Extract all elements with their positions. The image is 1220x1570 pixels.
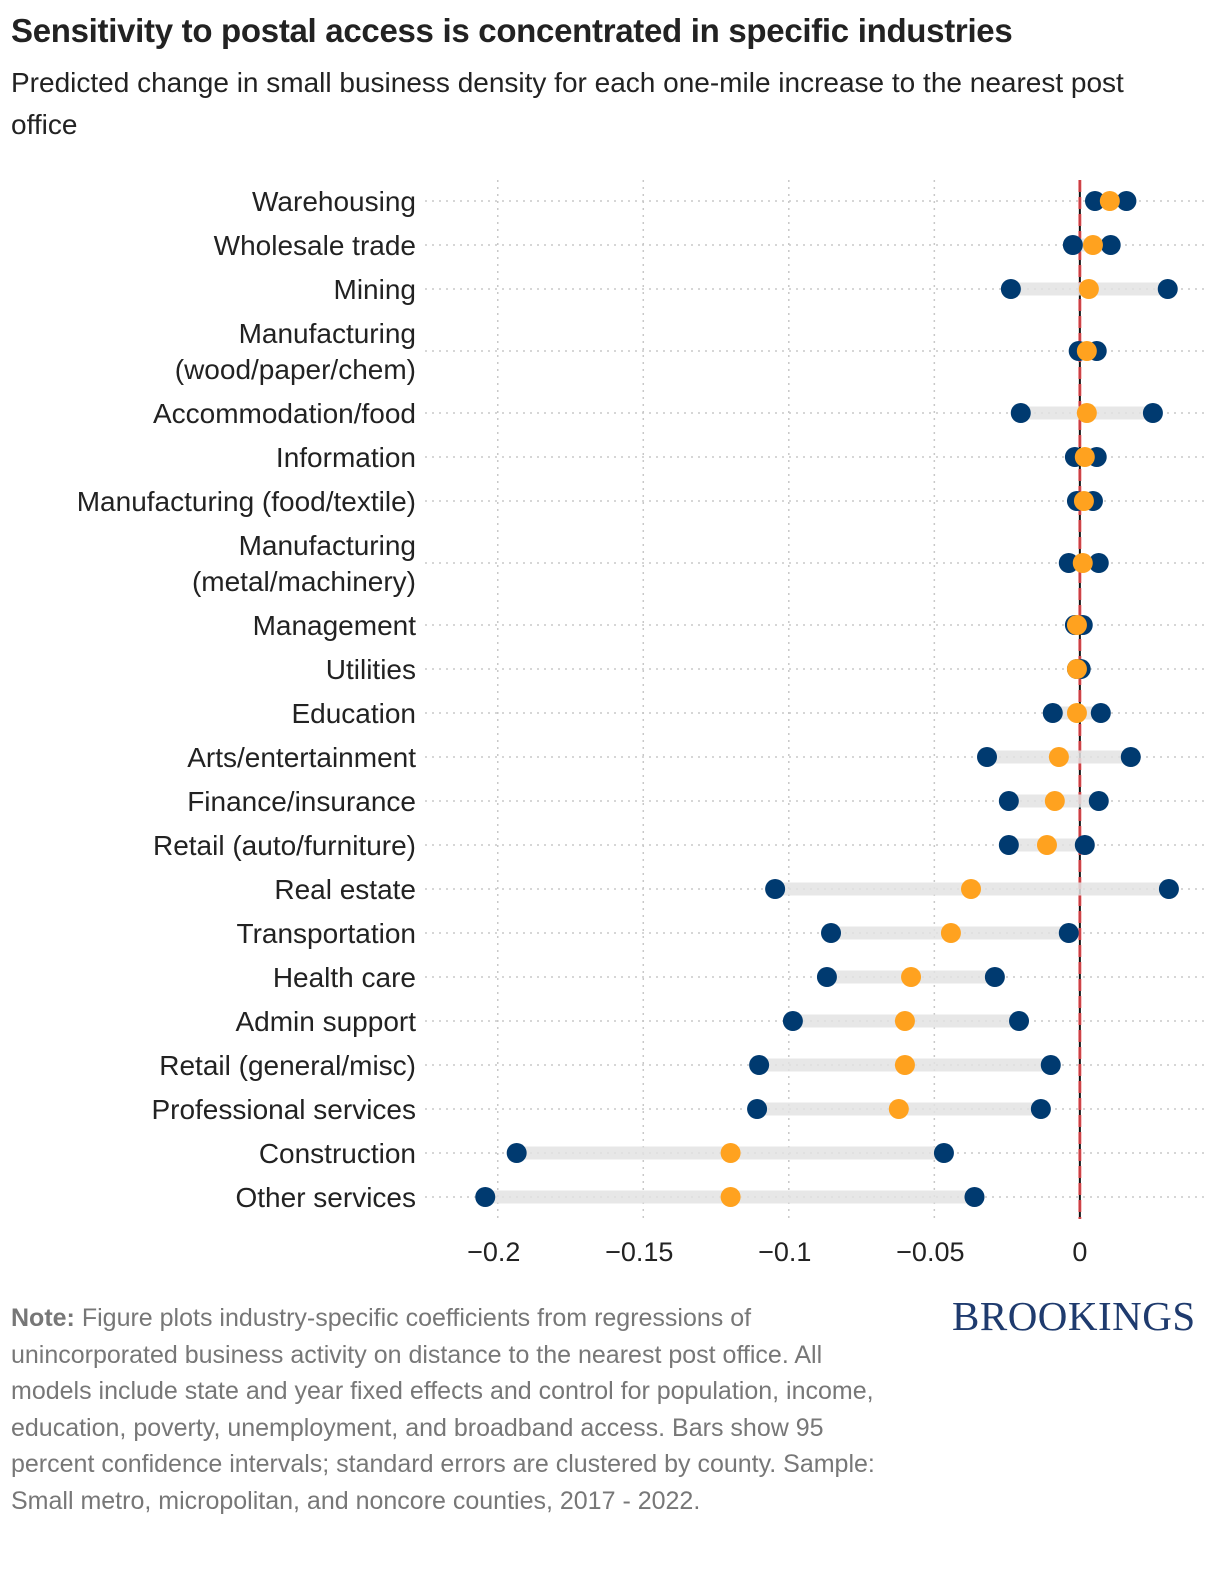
estimate-dot — [901, 967, 922, 987]
estimate-dot — [1076, 403, 1097, 423]
ci-low-dot — [1062, 235, 1083, 255]
ci-high-dot — [933, 1143, 954, 1163]
row-label: Utilities — [326, 654, 416, 685]
ci-low-dot — [782, 1011, 803, 1031]
row-label: Manufacturing — [239, 318, 416, 349]
row-label: Retail (general/misc) — [159, 1050, 416, 1081]
note: Note: Figure plots industry-specific coe… — [11, 1300, 891, 1519]
row-label: Construction — [259, 1138, 416, 1169]
note-text: Figure plots industry-specific coefficie… — [11, 1304, 875, 1515]
x-tick-label: −0.1 — [758, 1237, 811, 1267]
row-label: Finance/insurance — [187, 786, 416, 817]
row-label: Transportation — [237, 918, 417, 949]
ci-high-dot — [1116, 191, 1137, 211]
estimate-dot — [1036, 835, 1057, 855]
ci-high-dot — [1009, 1011, 1030, 1031]
ci-low-dot — [1084, 191, 1105, 211]
row-label: Management — [253, 610, 417, 641]
ci-high-dot — [1090, 703, 1111, 723]
ci-low-dot — [475, 1187, 496, 1207]
row-label: Admin support — [235, 1006, 416, 1037]
estimate-dot — [720, 1143, 741, 1163]
row-label: Manufacturing (food/textile) — [77, 486, 416, 517]
row-label: Real estate — [274, 874, 416, 905]
ci-low-dot — [816, 967, 837, 987]
ci-low-dot — [821, 923, 842, 943]
estimate-dot — [1078, 279, 1099, 299]
note-label: Note: — [11, 1304, 75, 1332]
ci-high-dot — [1040, 1055, 1061, 1075]
ci-high-dot — [1058, 923, 1079, 943]
row-label: (metal/machinery) — [192, 566, 416, 597]
estimate-dot — [1074, 447, 1095, 467]
estimate-dot — [1048, 747, 1069, 767]
chart-subtitle: Predicted change in small business densi… — [11, 67, 1124, 140]
estimate-dot — [1073, 491, 1094, 511]
ci-high-dot — [1142, 403, 1163, 423]
estimate-dot — [1099, 191, 1120, 211]
row-label: Arts/entertainment — [187, 742, 416, 773]
estimate-dot — [1076, 341, 1097, 361]
estimate-dot — [894, 1011, 915, 1031]
ci-low-dot — [1058, 553, 1079, 573]
estimate-dot — [894, 1055, 915, 1075]
estimate-dot — [961, 879, 981, 899]
x-tick-label: −0.05 — [896, 1237, 964, 1267]
row-label: Mining — [334, 274, 416, 305]
ci-high-dot — [1120, 747, 1141, 767]
dot-interval-chart: −0.2 −0.15 −0.1 −0.05 0 Warehousing Wholesale … — [77, 180, 1205, 1267]
estimate-dot — [888, 1099, 909, 1119]
estimate-dot — [1082, 235, 1103, 255]
estimate-dot — [1066, 703, 1087, 723]
ci-high-dot — [1100, 235, 1121, 255]
row-label: Manufacturing — [239, 530, 416, 561]
row-label: (wood/paper/chem) — [175, 354, 416, 385]
row-label: Education — [291, 698, 416, 729]
estimate-dot — [1066, 615, 1087, 635]
row-label: Accommodation/food — [153, 398, 416, 429]
row-label: Health care — [273, 962, 416, 993]
ci-low-dot — [998, 791, 1019, 811]
ci-high-dot — [1074, 835, 1095, 855]
x-tick-label: 0 — [1072, 1237, 1087, 1267]
row-label: Warehousing — [252, 186, 416, 217]
ci-high-dot — [1088, 791, 1109, 811]
row-label: Other services — [236, 1182, 417, 1213]
ci-low-dot — [747, 1099, 768, 1119]
estimate-dot — [1066, 659, 1087, 679]
estimate-dot — [1072, 553, 1093, 573]
estimate-dot — [940, 923, 961, 943]
x-tick-label: −0.15 — [605, 1237, 673, 1267]
ci-low-dot — [1042, 703, 1063, 723]
ci-high-dot — [984, 967, 1005, 987]
ci-low-dot — [506, 1143, 527, 1163]
ci-low-dot — [749, 1055, 770, 1075]
brookings-logo: BROOKINGS — [952, 1293, 1196, 1339]
ci-high-dot — [1088, 553, 1109, 573]
ci-low-dot — [998, 835, 1019, 855]
row-label: Information — [276, 442, 416, 473]
ci-high-dot — [964, 1187, 985, 1207]
row-label: Professional services — [151, 1094, 416, 1125]
ci-high-dot — [1157, 279, 1178, 299]
ci-high-dot — [1030, 1099, 1051, 1119]
estimate-dot — [1044, 791, 1065, 811]
x-tick-label: −0.2 — [467, 1237, 520, 1267]
ci-high-dot — [1158, 879, 1179, 899]
ci-low-dot — [765, 879, 786, 899]
ci-low-dot — [1000, 279, 1021, 299]
ci-low-dot — [977, 747, 998, 767]
row-label: Retail (auto/furniture) — [153, 830, 416, 861]
estimate-dot — [720, 1187, 741, 1207]
row-label: Wholesale trade — [214, 230, 416, 261]
ci-low-dot — [1010, 403, 1031, 423]
chart-title: Sensitivity to postal access is concentr… — [11, 12, 1013, 49]
